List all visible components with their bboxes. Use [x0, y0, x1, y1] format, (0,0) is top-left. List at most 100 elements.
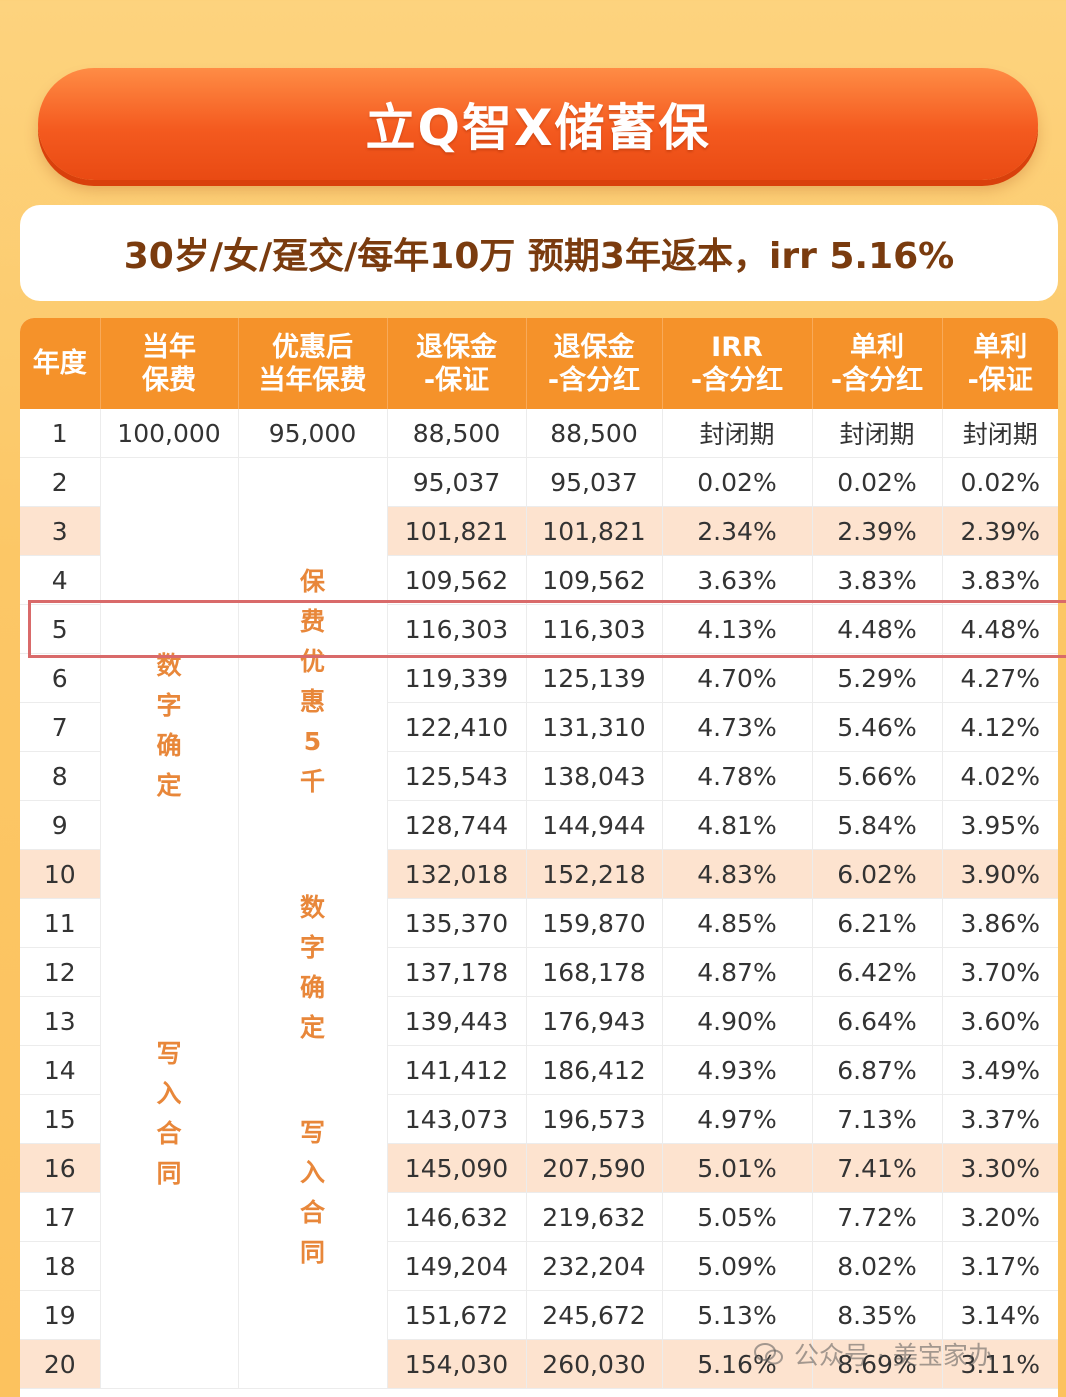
table-cell: 3.83% — [812, 555, 943, 605]
table-cell: 3.60% — [942, 996, 1058, 1046]
table-row: 15 143,073 196,573 4.97% 7.13% 3.37% — [20, 1094, 1058, 1144]
table-row: 20 154,030 260,030 5.16% 8.69% 3.11% — [20, 1339, 1058, 1389]
table-cell: 7.72% — [812, 1192, 943, 1242]
table-cell: 109,562 — [526, 555, 663, 605]
header-premium: 当年 保费 — [100, 318, 239, 409]
table-cell: 6.64% — [812, 996, 943, 1046]
watermark-text: 公众号 · 美宝家办 — [794, 1341, 993, 1370]
table-cell: 2.34% — [662, 506, 813, 556]
table-cell: 封闭期 — [812, 409, 943, 458]
table-cell: 196,573 — [526, 1094, 663, 1144]
note-char: 千 — [299, 767, 325, 796]
table-cell: 132,018 — [387, 849, 527, 899]
header-line: -保证 — [423, 364, 490, 396]
table-cell: 151,672 — [387, 1290, 527, 1340]
header-line: 单利 — [973, 331, 1028, 363]
note-char: 确 — [156, 731, 182, 760]
table-row: 13 139,443 176,943 4.90% 6.64% 3.60% — [20, 996, 1058, 1046]
table-cell: 4.02% — [942, 751, 1058, 801]
year-cell: 15 — [20, 1094, 101, 1144]
table-cell: 1 — [20, 409, 101, 458]
year-cell: 10 — [20, 849, 101, 899]
table-cell: 146,632 — [387, 1192, 527, 1242]
note-char: 同 — [299, 1238, 325, 1267]
table-cell: 260,030 — [526, 1339, 663, 1389]
table-cell: 6.21% — [812, 898, 943, 948]
table-cell: 封闭期 — [662, 409, 813, 458]
table-row: 1 100,000 95,000 88,500 88,500 封闭期 封闭期 封闭期 — [20, 409, 1058, 458]
table-cell: 5.66% — [812, 751, 943, 801]
table-cell: 7.13% — [812, 1094, 943, 1144]
header-line: 当年 — [142, 331, 196, 363]
benefit-table: 年度 当年 保费 优惠后 当年保费 退保金 -保证 退保金 -含分红 IRR -含分红 单利 -含分红单… — [20, 318, 1058, 1397]
vertical-note: 数字确定 — [101, 646, 238, 806]
table-cell: 3.70% — [942, 947, 1058, 997]
table-cell: 4.81% — [662, 800, 813, 850]
note-char: 合 — [156, 1119, 182, 1148]
table-cell: 4.93% — [662, 1045, 813, 1095]
year-cell: 2 — [20, 457, 101, 507]
table-cell: 4.27% — [942, 653, 1058, 703]
table-cell: 4.70% — [662, 653, 813, 703]
table-cell: 4.97% — [662, 1094, 813, 1144]
table-cell: 3.90% — [942, 849, 1058, 899]
table-cell: 5.05% — [662, 1192, 813, 1242]
table-row: 19 151,672 245,672 5.13% 8.35% 3.14% — [20, 1290, 1058, 1340]
year-cell: 18 — [20, 1241, 101, 1291]
table-row: 12 137,178 168,178 4.87% 6.42% 3.70% — [20, 947, 1058, 997]
table-cell: 100,000 — [100, 409, 239, 458]
benefit-table-grid: 年度 当年 保费 优惠后 当年保费 退保金 -保证 退保金 -含分红 IRR -含分红 单利 -含分红单… — [20, 318, 1058, 1389]
year-5-highlight-box — [28, 600, 1066, 658]
header-simple-rate-guaranteed: 单利 -保证 — [942, 318, 1058, 409]
table-cell: 143,073 — [387, 1094, 527, 1144]
table-cell: 101,821 — [387, 506, 527, 556]
table-cell: 141,412 — [387, 1045, 527, 1095]
table-cell: 119,339 — [387, 653, 527, 703]
table-cell: 5.13% — [662, 1290, 813, 1340]
table-cell: 109,562 — [387, 555, 527, 605]
header-line: 当年保费 — [258, 364, 367, 396]
table-cell: 122,410 — [387, 702, 527, 752]
table-row: 10 132,018 152,218 4.83% 6.02% 3.90% — [20, 849, 1058, 899]
table-cell: 0.02% — [942, 457, 1058, 507]
table-cell: 128,744 — [387, 800, 527, 850]
header-line: 退保金 — [553, 331, 635, 363]
table-cell: 5.46% — [812, 702, 943, 752]
table-cell: 4.48% — [812, 604, 943, 654]
watermark: 公众号 · 美宝家办 — [754, 1336, 993, 1372]
table-cell: 4.12% — [942, 702, 1058, 752]
vertical-note: 保费优惠 5 千 — [239, 562, 387, 802]
table-cell: 152,218 — [526, 849, 663, 899]
table-cell: 6.02% — [812, 849, 943, 899]
note-char: 定 — [299, 1013, 325, 1042]
table-cell: 4.85% — [662, 898, 813, 948]
discount-notes-cell: 保费优惠 5 千数字确定写入合同 — [238, 457, 388, 1389]
table-cell: 125,543 — [387, 751, 527, 801]
table-cell: 88,500 — [387, 409, 527, 458]
year-cell: 6 — [20, 653, 101, 703]
table-cell: 4.78% — [662, 751, 813, 801]
note-char: 费 — [299, 607, 325, 636]
note-char: 入 — [156, 1079, 182, 1108]
note-char: 确 — [299, 973, 325, 1002]
table-row: 14 141,412 186,412 4.93% 6.87% 3.49% — [20, 1045, 1058, 1095]
table-cell: 139,443 — [387, 996, 527, 1046]
note-char: 优 — [299, 647, 325, 676]
table-row: 16 145,090 207,590 5.01% 7.41% 3.30% — [20, 1143, 1058, 1193]
table-cell: 6.42% — [812, 947, 943, 997]
table-cell: 5.29% — [812, 653, 943, 703]
note-char: 惠 — [299, 687, 325, 716]
table-cell: 8.02% — [812, 1241, 943, 1291]
table-cell: 8.35% — [812, 1290, 943, 1340]
table-row: 3 101,821 101,821 2.34% 2.39% 2.39% — [20, 506, 1058, 556]
table-cell: 159,870 — [526, 898, 663, 948]
table-row: 11 135,370 159,870 4.85% 6.21% 3.86% — [20, 898, 1058, 948]
table-row: 9 128,744 144,944 4.81% 5.84% 3.95% — [20, 800, 1058, 850]
table-cell: 4.90% — [662, 996, 813, 1046]
table-row: 2 数字确定写入合同保费优惠 5 千数字确定写入合同 95,037 95,037 0.02%… — [20, 457, 1058, 1389]
table-cell: 149,204 — [387, 1241, 527, 1291]
header-line: 保费 — [142, 364, 196, 396]
table-cell: 219,632 — [526, 1192, 663, 1242]
note-char: 字 — [299, 933, 325, 962]
table-cell: 0.02% — [662, 457, 813, 507]
